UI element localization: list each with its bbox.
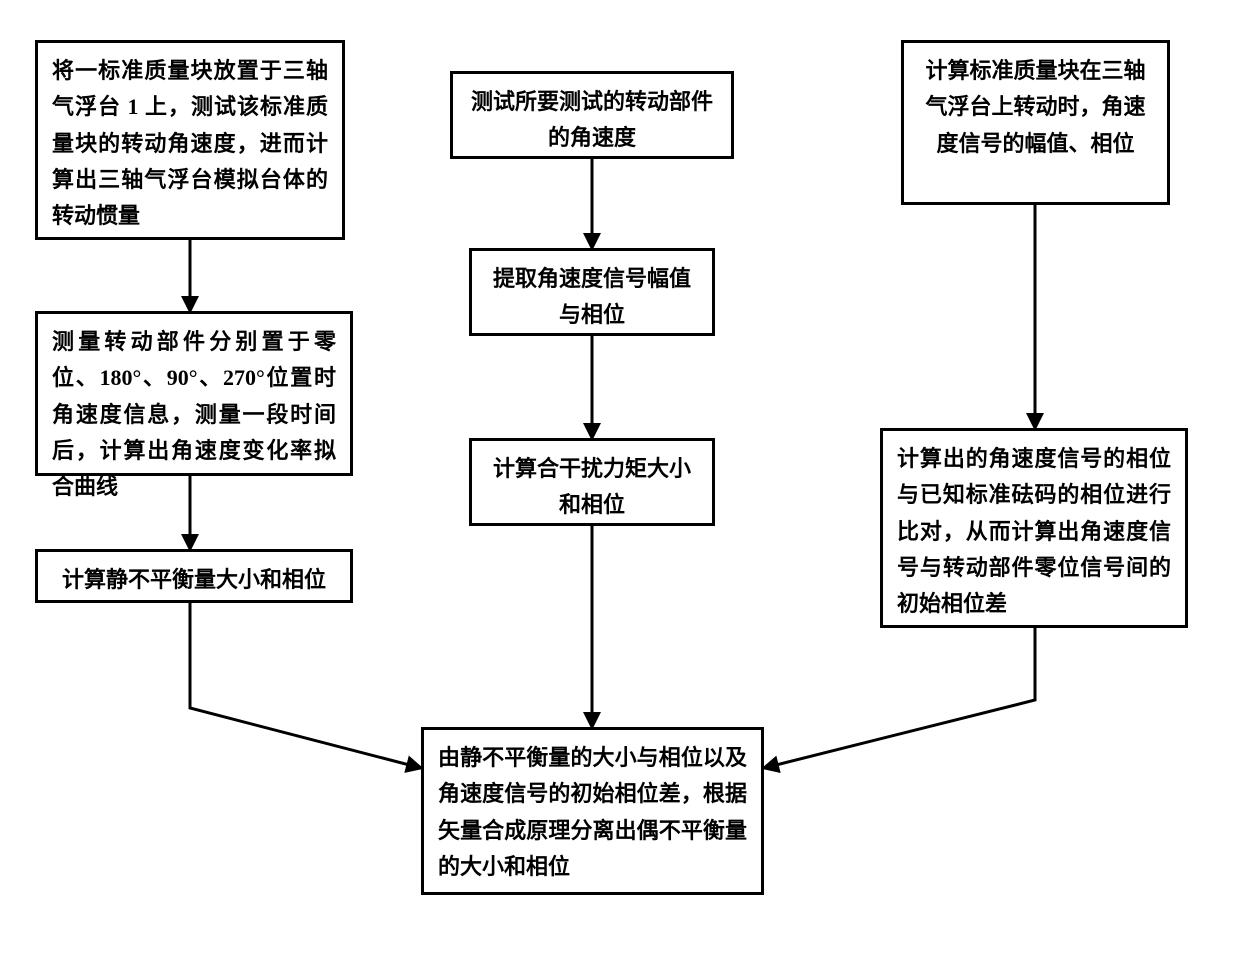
node-right-step2: 计算出的角速度信号的相位与已知标准砝码的相位进行比对，从而计算出角速度信号与转动… xyxy=(880,428,1188,628)
node-text: 测量转动部件分别置于零位、180°、90°、270°位置时角速度信息，测量一段时… xyxy=(52,329,336,499)
node-text: 提取角速度信号幅值与相位 xyxy=(493,266,691,327)
node-text: 将一标准质量块放置于三轴气浮台 1 上，测试该标准质量块的转动角速度，进而计算出… xyxy=(52,58,328,228)
node-left-step3: 计算静不平衡量大小和相位 xyxy=(35,549,353,603)
flowchart-container: 将一标准质量块放置于三轴气浮台 1 上，测试该标准质量块的转动角速度，进而计算出… xyxy=(0,0,1240,953)
node-left-step1: 将一标准质量块放置于三轴气浮台 1 上，测试该标准质量块的转动角速度，进而计算出… xyxy=(35,40,345,240)
node-left-step2: 测量转动部件分别置于零位、180°、90°、270°位置时角速度信息，测量一段时… xyxy=(35,311,353,476)
node-right-step1: 计算标准质量块在三轴气浮台上转动时，角速度信号的幅值、相位 xyxy=(901,40,1170,205)
node-text: 计算静不平衡量大小和相位 xyxy=(62,567,326,592)
node-text: 由静不平衡量的大小与相位以及角速度信号的初始相位差，根据矢量合成原理分离出偶不平… xyxy=(438,745,747,879)
node-text: 计算出的角速度信号的相位与已知标准砝码的相位进行比对，从而计算出角速度信号与转动… xyxy=(897,446,1171,616)
node-mid-step2: 提取角速度信号幅值与相位 xyxy=(469,248,715,336)
node-text: 计算合干扰力矩大小和相位 xyxy=(493,456,691,517)
node-mid-step3: 计算合干扰力矩大小和相位 xyxy=(469,438,715,526)
node-text: 测试所要测试的转动部件的角速度 xyxy=(471,89,713,150)
node-mid-step1: 测试所要测试的转动部件的角速度 xyxy=(450,71,734,159)
node-text: 计算标准质量块在三轴气浮台上转动时，角速度信号的幅值、相位 xyxy=(925,58,1145,156)
node-bottom-result: 由静不平衡量的大小与相位以及角速度信号的初始相位差，根据矢量合成原理分离出偶不平… xyxy=(421,727,764,895)
